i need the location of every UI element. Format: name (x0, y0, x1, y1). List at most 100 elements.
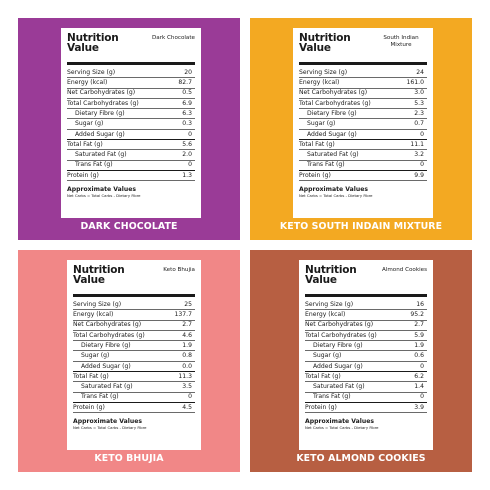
nutrient-label: Added Sugar (g) (313, 362, 363, 370)
nutrient-label: Sugar (g) (75, 120, 104, 128)
nutrient-value: 0.8 (182, 352, 192, 360)
card-header: Nutrition Value Dark Chocolate (67, 33, 195, 65)
nutrient-label: Energy (kcal) (67, 79, 108, 87)
nutrient-label: Protein (g) (73, 403, 105, 411)
nutrient-value: 1.9 (182, 341, 192, 349)
nutrition-row: Total Fat (g) 11.1 (299, 140, 427, 151)
product-caption: DARK CHOCOLATE (80, 221, 178, 232)
nutrition-row: Protein (g) 9.9 (299, 171, 427, 182)
nutrition-row: Protein (g) 3.9 (305, 403, 427, 414)
nutrition-row: Trans Fat (g) 0 (67, 161, 195, 171)
nutrient-value: 11.3 (178, 372, 192, 380)
nutrient-label: Protein (g) (299, 171, 331, 179)
nutrition-row: Sugar (g) 0.6 (305, 351, 427, 362)
nutrient-value: 0.6 (414, 352, 424, 360)
net-carbs-formula: Net Carbs = Total Carbs - Dietary Fibre (67, 193, 141, 199)
nutrient-label: Dietary Fibre (g) (81, 341, 131, 349)
nutrition-title: Nutrition Value (73, 264, 125, 286)
nutrient-label: Net Carbohydrates (g) (305, 321, 374, 329)
nutrition-row: Net Carbohydrates (g) 0.5 (67, 89, 195, 99)
nutrient-label: Energy (kcal) (73, 311, 114, 319)
nutrient-value: 3.0 (414, 89, 424, 97)
nutrition-row: Trans Fat (g) 0 (305, 393, 427, 403)
nutrition-row: Total Carbohydrates (g) 5.3 (299, 99, 427, 110)
nutrient-value: 5.6 (182, 140, 192, 148)
nutrient-value: 0 (420, 130, 424, 138)
nutrient-value: 5.9 (414, 331, 424, 339)
nutrient-label: Saturated Fat (g) (81, 383, 133, 391)
nutrient-value: 0.3 (182, 120, 192, 128)
nutrient-label: Trans Fat (g) (81, 393, 119, 401)
nutrition-row: Protein (g) 1.3 (67, 171, 195, 182)
nutrient-value: 11.1 (410, 140, 424, 148)
product-caption: KETO SOUTH INDAIN MIXTURE (279, 221, 443, 232)
nutrient-label: Sugar (g) (313, 352, 342, 360)
nutrient-label: Saturated Fat (g) (313, 383, 365, 391)
nutrition-row: Sugar (g) 0.7 (299, 119, 427, 130)
nutrition-row: Added Sugar (g) 0 (67, 130, 195, 141)
net-carbs-formula: Net Carbs = Total Carbs - Dietary Fibre (299, 193, 373, 199)
nutrition-row: Total Carbohydrates (g) 6.9 (67, 99, 195, 110)
nutrient-value: 24 (416, 68, 424, 76)
nutrition-row: Trans Fat (g) 0 (299, 161, 427, 171)
nutrient-value: 2.0 (182, 151, 192, 159)
nutrient-label: Total Carbohydrates (g) (305, 331, 377, 339)
nutrient-label: Serving Size (g) (299, 68, 348, 76)
nutrition-row: Saturated Fat (g) 1.4 (305, 382, 427, 393)
nutrition-row: Total Fat (g) 5.6 (67, 140, 195, 151)
nutrient-label: Serving Size (g) (305, 300, 354, 308)
nutrient-value: 2.7 (414, 321, 424, 329)
nutrition-row: Total Carbohydrates (g) 5.9 (305, 331, 427, 342)
nutrient-label: Total Fat (g) (305, 372, 341, 380)
nutrient-value: 161.0 (406, 79, 424, 87)
nutrition-row: Saturated Fat (g) 3.5 (73, 382, 195, 393)
panel-almond-cookies: Nutrition Value Almond Cookies Serving Siz… (250, 250, 472, 472)
panel-south-indian-mixture: Nutrition Value South Indian Mixture Servi… (250, 18, 472, 240)
panel-dark-chocolate: Nutrition Value Dark Chocolate Serving Siz… (18, 18, 240, 240)
nutrient-label: Total Fat (g) (299, 140, 335, 148)
nutrition-title: Nutrition Value (299, 32, 351, 54)
card-header: Nutrition Value Keto Bhujia (73, 265, 195, 297)
nutrient-value: 95.2 (410, 311, 424, 319)
nutrition-row: Energy (kcal) 82.7 (67, 78, 195, 89)
card-header: Nutrition Value South Indian Mixture (299, 33, 427, 65)
net-carbs-formula: Net Carbs = Total Carbs - Dietary Fibre (73, 425, 147, 431)
nutrient-value: 25 (184, 300, 192, 308)
nutrient-value: 9.9 (414, 171, 424, 179)
nutrition-row: Energy (kcal) 161.0 (299, 78, 427, 89)
nutrient-value: 0.7 (414, 120, 424, 128)
nutrient-label: Net Carbohydrates (g) (67, 89, 136, 97)
nutrient-label: Saturated Fat (g) (75, 151, 127, 159)
nutrition-row: Added Sugar (g) 0 (299, 130, 427, 141)
nutrient-label: Total Carbohydrates (g) (299, 99, 371, 107)
nutrition-row: Dietary Fibre (g) 1.9 (73, 341, 195, 352)
nutrition-title: Nutrition Value (305, 264, 357, 286)
nutrient-label: Total Carbohydrates (g) (73, 331, 145, 339)
nutrient-label: Serving Size (g) (67, 68, 116, 76)
nutrient-value: 3.5 (182, 383, 192, 391)
nutrient-value: 0 (420, 393, 424, 401)
nutrition-row: Saturated Fat (g) 3.2 (299, 150, 427, 161)
approx-values-title: Approximate Values (73, 418, 142, 426)
nutrition-row: Added Sugar (g) 0.0 (73, 362, 195, 373)
nutrient-value: 1.4 (414, 383, 424, 391)
nutrient-value: 0 (420, 161, 424, 169)
nutrition-row: Dietary Fibre (g) 1.9 (305, 341, 427, 352)
nutrient-label: Sugar (g) (307, 120, 336, 128)
nutrient-label: Added Sugar (g) (81, 362, 131, 370)
nutrient-value: 0 (188, 130, 192, 138)
nutrient-label: Protein (g) (67, 171, 99, 179)
nutrition-card: Nutrition Value Almond Cookies Serving Siz… (299, 260, 433, 450)
nutrient-value: 3.9 (414, 403, 424, 411)
nutrition-row: Trans Fat (g) 0 (73, 393, 195, 403)
nutrient-value: 16 (416, 300, 424, 308)
nutrient-value: 0 (188, 161, 192, 169)
nutrient-label: Total Carbohydrates (g) (67, 99, 139, 107)
nutrition-row: Energy (kcal) 95.2 (305, 310, 427, 321)
nutrient-label: Total Fat (g) (67, 140, 103, 148)
nutrient-value: 4.5 (182, 403, 192, 411)
nutrient-label: Total Fat (g) (73, 372, 109, 380)
product-caption: KETO BHUJIA (94, 453, 164, 464)
nutrition-row: Saturated Fat (g) 2.0 (67, 150, 195, 161)
nutrient-value: 0.5 (182, 89, 192, 97)
